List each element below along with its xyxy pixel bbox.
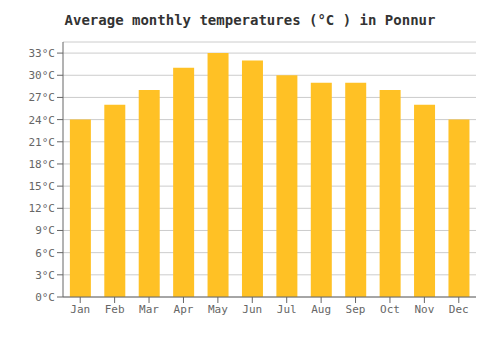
svg-text:May: May xyxy=(208,303,228,316)
svg-text:Mar: Mar xyxy=(139,303,159,316)
svg-text:Aug: Aug xyxy=(311,303,331,316)
svg-text:24°C: 24°C xyxy=(29,114,56,127)
svg-text:21°C: 21°C xyxy=(29,136,56,149)
html-text:Average monthly temperatures (: Average monthly temperatures (°C ) in Po… xyxy=(64,12,436,28)
svg-text:9°C: 9°C xyxy=(35,224,55,237)
svg-text:Apr: Apr xyxy=(174,303,194,316)
svg-text:12°C: 12°C xyxy=(29,202,56,215)
svg-text:Dec: Dec xyxy=(449,303,469,316)
svg-text:27°C: 27°C xyxy=(29,91,56,104)
svg-text:33°C: 33°C xyxy=(29,47,56,60)
svg-text:18°C: 18°C xyxy=(29,158,56,171)
svg-text:Feb: Feb xyxy=(105,303,125,316)
svg-text:0°C: 0°C xyxy=(35,291,55,304)
svg-text:Jun: Jun xyxy=(242,303,262,316)
svg-text:30°C: 30°C xyxy=(29,69,56,82)
svg-text:Jan: Jan xyxy=(70,303,90,316)
svg-text:3°C: 3°C xyxy=(35,269,55,282)
svg-text:6°C: 6°C xyxy=(35,247,55,260)
svg-text:Oct: Oct xyxy=(380,303,400,316)
svg-text:Sep: Sep xyxy=(346,303,366,316)
svg-text:Nov: Nov xyxy=(414,303,434,316)
svg-text:Jul: Jul xyxy=(277,303,297,316)
svg-text:15°C: 15°C xyxy=(29,180,56,193)
